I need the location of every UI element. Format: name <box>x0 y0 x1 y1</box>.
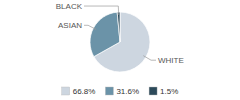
slice-label: WHITE <box>158 56 184 65</box>
pie-slice <box>90 12 120 57</box>
pie-slice <box>117 12 120 42</box>
pie <box>90 12 150 72</box>
leader-line <box>84 25 96 29</box>
legend-label: 66.8% <box>73 87 96 96</box>
slice-labels: WHITE ASIAN BLACK <box>56 2 184 65</box>
legend-item: 1.5% <box>149 87 178 96</box>
legend-swatch <box>149 87 157 95</box>
chart: WHITE ASIAN BLACK 66.8% 31.6% 1.5% <box>0 0 240 100</box>
legend-item: 66.8% <box>62 87 96 96</box>
legend-label: 31.6% <box>116 87 139 96</box>
slice-label: BLACK <box>56 2 83 11</box>
legend-swatch <box>62 87 70 95</box>
legend-label: 1.5% <box>160 87 178 96</box>
legend: 66.8% 31.6% 1.5% <box>62 87 179 96</box>
slice-label: ASIAN <box>58 21 82 30</box>
leader-line <box>143 56 156 61</box>
chart-container: WHITE ASIAN BLACK 66.8% 31.6% 1.5% <box>0 0 240 100</box>
legend-item: 31.6% <box>105 87 139 96</box>
leader-line <box>84 6 119 15</box>
legend-swatch <box>105 87 113 95</box>
